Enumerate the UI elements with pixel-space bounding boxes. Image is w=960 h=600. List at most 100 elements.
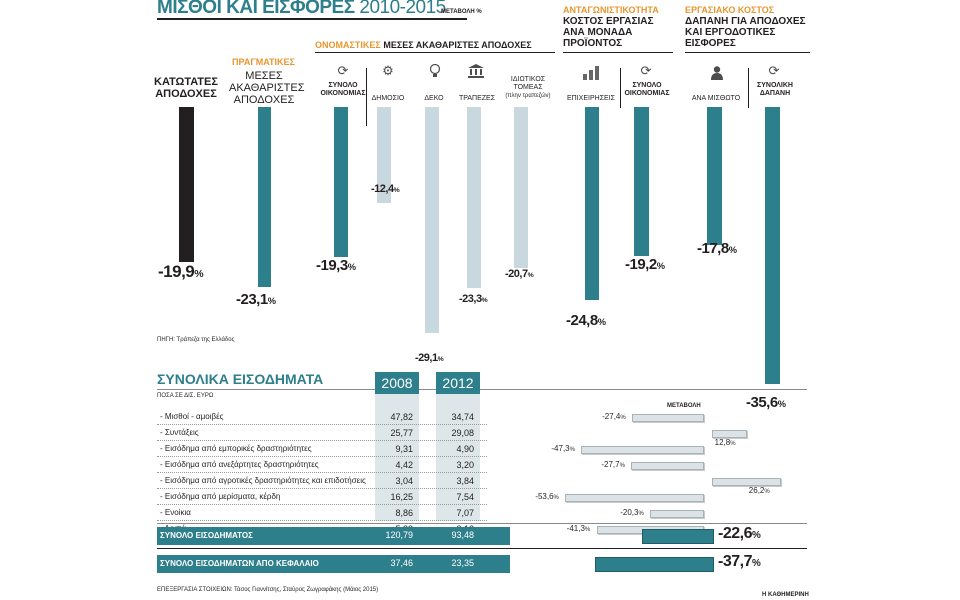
total-row-band <box>157 527 510 545</box>
totals-rule <box>157 523 807 524</box>
value-2012: 7,54 <box>456 492 474 502</box>
change-col-header: ΜΕΤΑΒΟΛΗ <box>667 403 701 409</box>
change-label: -47,3% <box>551 444 575 453</box>
value-2012: 7,07 <box>456 508 474 518</box>
bar-value-label: -35,6% <box>746 394 786 411</box>
col-idiotikos: ΙΔΙΩΤΙΚΟΣ ΤΟΜΕΑΣ (πλην τραπεζών) <box>505 76 551 99</box>
bar-value-label: -19,9% <box>158 262 204 281</box>
person-icon <box>707 66 727 83</box>
change-label: 26,2% <box>748 486 770 495</box>
col-epixeiriseis: ΕΠΙΧΕΙΡΗΣΕΙΣ <box>567 95 615 102</box>
row-divider <box>157 520 487 521</box>
onomastikes-rule <box>315 52 555 53</box>
bar-2 <box>258 107 271 287</box>
bar-8 <box>585 107 599 300</box>
col-synolo-2: ΣΥΝΟΛΟ ΟΙΚΟΝΟΜΙΑΣ <box>624 82 670 97</box>
total-row-label: ΣΥΝΟΛΟ ΕΙΣΟΔΗΜΑΤΩΝ ΑΠΟ ΚΕΦΑΛΑΙΟ <box>160 559 319 568</box>
row-divider <box>157 488 487 489</box>
row-divider <box>157 456 487 457</box>
table-row-label: - Ενοίκια <box>160 508 191 517</box>
table-title-rule <box>157 389 807 390</box>
refresh-icon: ⟳ <box>768 63 780 78</box>
ergasiako-tag: ΕΡΓΑΣΙΑΚΟ ΚΟΣΤΟΣ <box>685 5 775 15</box>
bar-value-label: -23,1% <box>236 291 276 308</box>
row-divider <box>157 472 487 473</box>
bar-value-label: -24,8% <box>566 312 606 329</box>
bar-value-label: -23,3% <box>459 293 488 305</box>
col-dimosio: ΔΗΜΟΣΙΟ <box>371 95 405 102</box>
change-label: -27,4% <box>602 412 626 421</box>
value-2008: 4,42 <box>395 460 413 470</box>
table-row-label: - Συντάξεις <box>160 428 199 437</box>
gears-icon: ⚙ <box>382 63 394 78</box>
onomastikes-heading: ΟΝΟΜΑΣΤΙΚΕΣ ΜΕΣΕΣ ΑΚΑΘΑΡΙΣΤΕΣ ΑΠΟΔΟΧΕΣ <box>315 40 532 50</box>
change-label: -20,3% <box>620 508 644 517</box>
change-label: ΜΕΤΑΒΟΛΗ % <box>441 9 482 15</box>
bar-10 <box>707 107 722 246</box>
total-change-bar <box>641 529 714 544</box>
bar-chart-icon <box>581 66 601 83</box>
band-2008 <box>375 393 419 521</box>
year-2012-header: 2012 <box>436 372 480 394</box>
col-trapezes: ΤΡΑΠΕΖΕΣ <box>458 95 496 102</box>
column-separator <box>620 68 621 108</box>
total-change-label: -22,6% <box>718 525 761 542</box>
value-2008: 9,31 <box>395 444 413 454</box>
bar-5 <box>425 107 439 334</box>
total-row-label: ΣΥΝΟΛΟ ΕΙΣΟΔΗΜΑΤΟΣ <box>160 531 253 540</box>
table-units: ΠΟΣΑ ΣΕ ΔΙΣ. ΕΥΡΩ <box>157 393 214 399</box>
bar-value-label: -19,2% <box>625 256 665 273</box>
total-change-label: -37,7% <box>718 553 761 570</box>
total-2008: 120,79 <box>385 530 413 540</box>
change-bar <box>631 462 704 470</box>
bar-6 <box>467 107 481 289</box>
source-note: ΠΗΓΗ: Τράπεζα της Ελλάδος <box>157 337 235 343</box>
brand: Η ΚΑΘΗΜΕΡΙΝΗ <box>762 592 809 598</box>
row-divider <box>157 504 487 505</box>
table-title: ΣΥΝΟΛΙΚΑ ΕΙΣΟΔΗΜΑΤΑ <box>157 371 324 387</box>
value-2008: 3,04 <box>395 476 413 486</box>
col-synolo-1: ΣΥΝΟΛΟ ΟΙΚΟΝΟΜΙΑΣ <box>320 82 366 97</box>
antagonistikotita-tag: ΑΝΤΑΓΩΝΙΣΤΙΚΟΤΗΤΑ <box>563 5 659 15</box>
value-2012: 3,20 <box>456 460 474 470</box>
title-rule <box>157 18 467 20</box>
bar-value-label: -20,7% <box>505 268 534 280</box>
year-2008-header: 2008 <box>375 372 419 394</box>
change-label: -41,3% <box>566 524 591 533</box>
bar-value-label: -19,3% <box>316 257 356 274</box>
bar-value-label: -12,4% <box>371 183 400 195</box>
bar-9 <box>634 107 649 257</box>
value-2008: 8,86 <box>395 508 413 518</box>
antagonistikotita-rule <box>563 52 673 53</box>
credits: ΕΠΕΞΕΡΓΑΣΙΑ ΣΤΟΙΧΕΙΩΝ: Τάσος Γιαννίτσης,… <box>157 587 379 593</box>
katotates-label: ΚΑΤΩΤΑΤΕΣ ΑΠΟΔΟΧΕΣ <box>154 76 218 100</box>
value-2008: 25,77 <box>390 428 413 438</box>
pragmatikes-label: ΜΕΣΕΣ ΑΚΑΘΑΡΙΣΤΕΣ ΑΠΟΔΟΧΕΣ <box>229 70 305 106</box>
ergasiako-rule <box>685 52 810 53</box>
column-separator <box>748 68 749 108</box>
bank-icon <box>466 64 486 81</box>
total-2012: 23,35 <box>451 558 474 568</box>
total-2008: 37,46 <box>390 558 413 568</box>
bar-value-label: -29,1% <box>415 352 444 364</box>
table-row-label: - Εισόδημα από αγροτικές δραστηριότητες … <box>160 476 366 485</box>
change-label: -27,7% <box>601 460 625 469</box>
change-bar <box>650 510 704 518</box>
value-2012: 34,74 <box>451 412 474 422</box>
row-divider <box>157 440 487 441</box>
bar-7 <box>514 107 528 268</box>
change-label: -53,6% <box>535 492 559 501</box>
value-2012: 3,84 <box>456 476 474 486</box>
value-2012: 4,90 <box>456 444 474 454</box>
chart-title: ΜΙΣΘΟΙ ΚΑΙ ΕΙΣΦΟΡΕΣ 2010-2015 <box>157 0 446 18</box>
table-row-label: - Εισόδημα από ανεξάρτητες δραστηριότητε… <box>160 460 319 469</box>
refresh-icon: ⟳ <box>337 63 349 78</box>
refresh-icon: ⟳ <box>640 63 652 78</box>
lightbulb-icon <box>425 63 445 82</box>
column-separator <box>366 68 367 126</box>
band-2012 <box>436 393 480 521</box>
change-bar <box>565 494 704 502</box>
pragmatikes-tag: ΠΡΑΓΜΑΤΙΚΕΣ <box>232 57 295 67</box>
total-row-band <box>157 555 510 573</box>
col-synoliki-dapani: ΣΥΝΟΛΙΚΗ ΔΑΠΑΝΗ <box>757 82 793 97</box>
